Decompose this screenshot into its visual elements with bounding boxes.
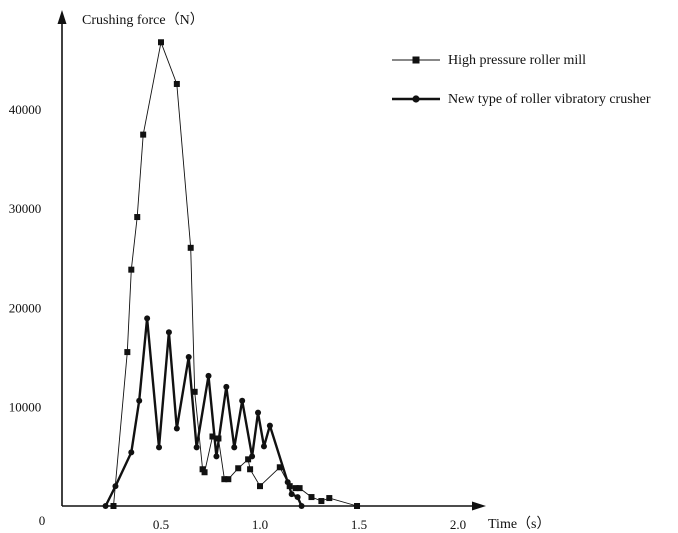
- data-point: [223, 383, 230, 390]
- data-point: [173, 425, 180, 432]
- y-axis-arrow: [57, 10, 67, 24]
- x-tick-label: 0.5: [153, 517, 169, 532]
- data-point: [185, 354, 192, 361]
- x-tick-label: 2.0: [450, 517, 466, 532]
- data-point: [318, 498, 325, 505]
- data-point: [205, 372, 212, 379]
- y-tick-label: 40000: [9, 102, 42, 117]
- data-point: [128, 449, 135, 456]
- data-point: [284, 479, 291, 486]
- data-point: [288, 491, 295, 498]
- data-point: [221, 476, 228, 483]
- series-1: [110, 39, 361, 509]
- x-axis-label: Time（s）: [488, 516, 551, 532]
- data-point: [213, 453, 220, 460]
- y-tick-labels: 10000 20000 30000 40000: [9, 102, 42, 415]
- data-point: [308, 494, 315, 501]
- data-point: [165, 329, 172, 336]
- data-point: [124, 349, 131, 356]
- data-point: [201, 469, 208, 476]
- data-point: [140, 131, 147, 138]
- data-point: [247, 466, 254, 473]
- data-point: [235, 465, 242, 472]
- data-point: [298, 503, 305, 509]
- legend-marker-circle: [412, 95, 420, 103]
- data-point: [266, 422, 273, 429]
- legend-marker-square: [412, 56, 420, 64]
- y-tick-label: 10000: [9, 400, 42, 415]
- data-point: [187, 244, 194, 251]
- series-line: [104, 317, 303, 507]
- data-point: [128, 266, 135, 273]
- legend-label-high-pressure: High pressure roller mill: [448, 53, 586, 68]
- data-point: [156, 444, 163, 451]
- data-point: [255, 409, 262, 416]
- x-tick-label: 1.5: [351, 517, 367, 532]
- data-point: [209, 433, 216, 440]
- data-point: [173, 80, 180, 87]
- data-point: [257, 483, 263, 490]
- x-tick-label: 1.0: [252, 517, 268, 532]
- data-point: [276, 464, 283, 471]
- data-point: [158, 39, 164, 46]
- data-point: [239, 397, 246, 404]
- y-tick-label: 20000: [9, 300, 42, 315]
- data-point: [144, 315, 151, 322]
- data-point: [112, 483, 119, 490]
- y-tick-label: 30000: [9, 201, 42, 216]
- data-point: [354, 503, 361, 509]
- data-point: [191, 388, 198, 395]
- data-point: [134, 214, 141, 221]
- data-point: [245, 456, 252, 463]
- data-point: [193, 444, 200, 451]
- data-point: [136, 397, 143, 404]
- data-point: [260, 443, 267, 450]
- origin-label: 0: [39, 513, 46, 528]
- series-2: [102, 315, 305, 509]
- data-point: [292, 485, 299, 492]
- data-point: [294, 494, 301, 501]
- data-point: [102, 503, 109, 509]
- legend: High pressure roller mill New type of ro…: [392, 53, 651, 107]
- data-point: [231, 444, 238, 451]
- legend-label-vibratory: New type of roller vibratory crusher: [448, 92, 651, 107]
- data-point: [110, 503, 117, 509]
- data-point: [326, 495, 333, 502]
- data-point: [225, 476, 232, 483]
- series-layer: [102, 39, 361, 509]
- y-axis-label: Crushing force（N）: [82, 12, 204, 28]
- data-point: [249, 453, 256, 460]
- data-point: [296, 485, 303, 492]
- x-axis-arrow: [472, 501, 486, 511]
- x-tick-labels: 0.5 1.0 1.5 2.0: [153, 517, 466, 532]
- axes: [57, 10, 486, 511]
